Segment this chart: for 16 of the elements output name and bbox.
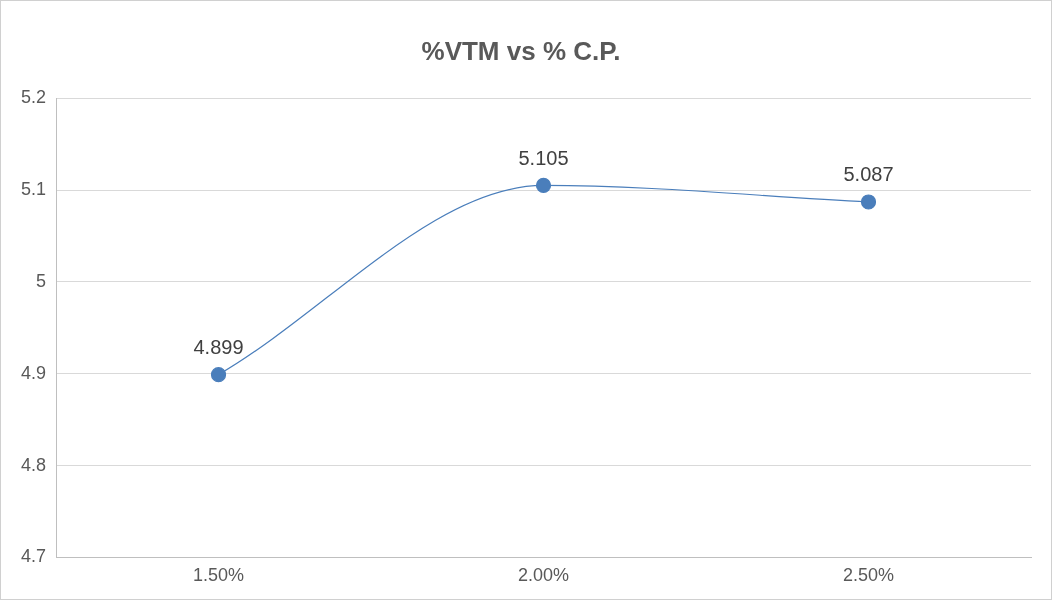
data-label: 4.899 xyxy=(193,336,244,359)
x-tick-label: 2.50% xyxy=(842,565,895,586)
x-tick-label: 2.00% xyxy=(517,565,570,586)
data-label: 5.105 xyxy=(518,146,569,169)
y-tick-label: 5.1 xyxy=(20,179,47,200)
y-tick-label: 4.7 xyxy=(20,546,47,567)
point xyxy=(210,367,227,383)
y-tick-label: 5.2 xyxy=(20,87,47,108)
chart-title: %VTM vs % C.P. xyxy=(421,35,621,66)
point xyxy=(860,194,877,210)
y-tick-label: 4.9 xyxy=(20,362,47,383)
x-tick-label: 1.50% xyxy=(193,565,245,586)
data-label: 5.087 xyxy=(843,163,894,186)
y-tick-label: 5 xyxy=(36,270,47,291)
point xyxy=(535,177,552,194)
y-tick-label: 4.8 xyxy=(20,454,47,475)
